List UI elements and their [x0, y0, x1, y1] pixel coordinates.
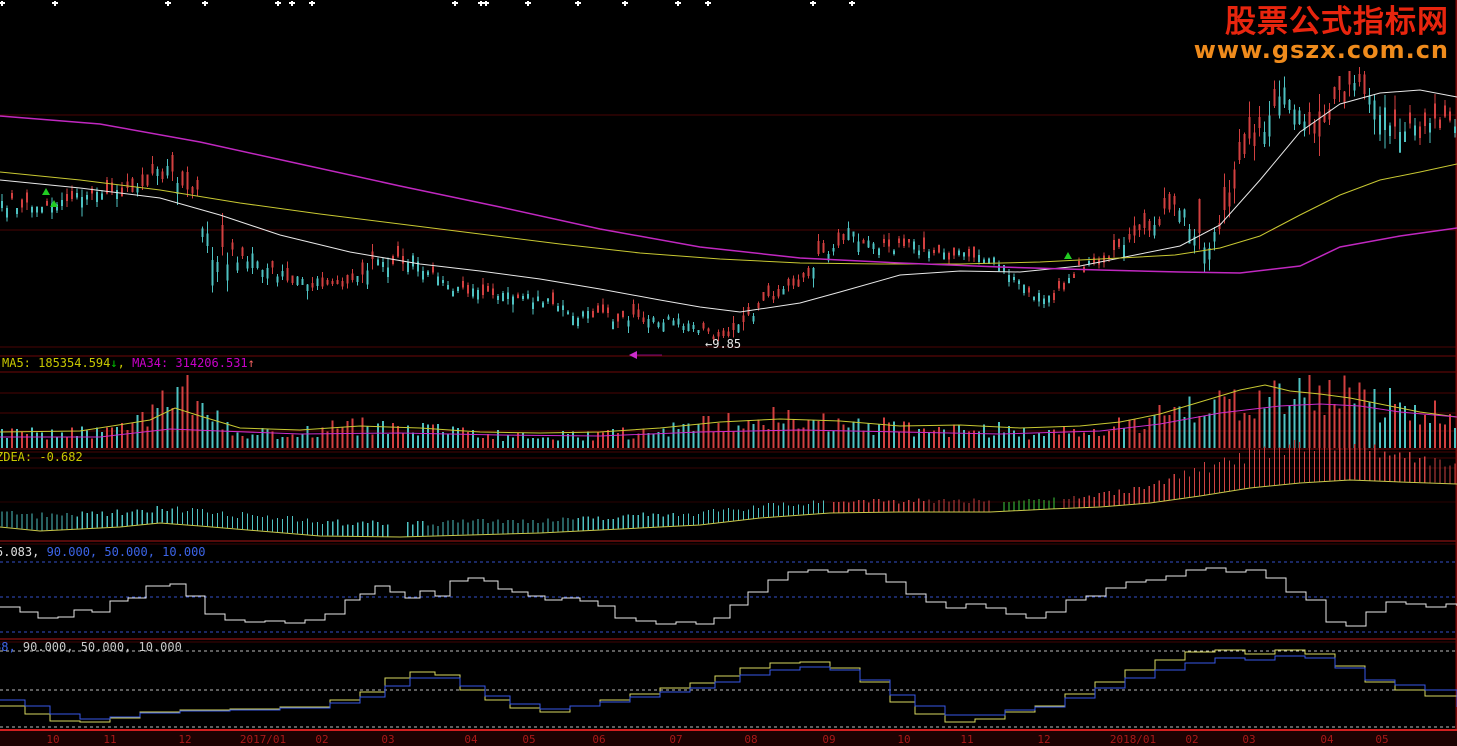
axis-label: 11: [103, 733, 117, 746]
up-arrow-icon: ↑: [247, 356, 255, 370]
down-arrow-icon: ↓: [110, 356, 118, 370]
separator: ,: [117, 356, 133, 370]
zdea-line: [0, 479, 1457, 538]
kdj2-blue-line: [0, 655, 1457, 720]
axis-label: 10: [46, 733, 60, 746]
kdj2-levels: 90.000, 50.000, 10.000: [22, 640, 182, 654]
axis-label: 03: [381, 733, 395, 746]
time-axis-strip[interactable]: 10 11 12 2017/01 02 03 04 05 06 07 08 09 10 11 12 2018/…: [0, 729, 1457, 746]
watermark-site-name: 股票公式指标网: [1225, 4, 1449, 40]
watermark-site-url: www.gszx.com.cn: [1193, 36, 1449, 64]
candlestick-series: [1, 67, 1456, 342]
oscillator-lines: [0, 567, 1457, 723]
vol-ma5-line: [0, 384, 1457, 434]
price-ma-magenta: [0, 115, 1457, 274]
kd-value: 5.083,: [0, 545, 47, 559]
signal-markers: [0, 1, 1072, 359]
axis-label: 05: [522, 733, 536, 746]
axis-label: 2018/01: [1109, 733, 1157, 746]
flag-marker-icon: [629, 351, 637, 359]
vol-ma34-line: [0, 403, 1457, 438]
axis-label: 12: [178, 733, 192, 746]
axis-label: 04: [464, 733, 478, 746]
axis-label: 08: [744, 733, 758, 746]
axis-label: 2017/01: [239, 733, 287, 746]
price-ma-yellow: [0, 163, 1457, 265]
vol-ma5-value: MA5: 185354.594: [2, 356, 111, 370]
axis-label: 04: [1320, 733, 1334, 746]
volume-panel-header: MA5: 185354.594↓, MA34: 314206.531↑: [2, 357, 255, 370]
zdea-value: ZDEA: -0.682: [0, 450, 83, 464]
axis-label: 02: [315, 733, 329, 746]
kd-levels: 90.000, 50.000, 10.000: [46, 545, 206, 559]
buy-signal-icon: [1064, 252, 1072, 259]
axis-label: 02: [1185, 733, 1199, 746]
kdj2-yellow-line: [0, 649, 1457, 723]
axis-label: 03: [1242, 733, 1256, 746]
axis-label: 12: [1037, 733, 1051, 746]
kdj2-panel-header: 88, 90.000, 50.000, 10.000: [0, 641, 182, 654]
price-ma-white: [0, 89, 1457, 313]
volume-series: [1, 375, 1456, 448]
buy-signal-icon: [50, 200, 58, 207]
axis-label: 09: [822, 733, 836, 746]
buy-signal-icon: [42, 188, 50, 195]
axis-label: 05: [1375, 733, 1389, 746]
price-low-annotation: ←9.85: [705, 337, 742, 351]
axis-label: 06: [592, 733, 606, 746]
axis-label: 10: [897, 733, 911, 746]
watermark: 股票公式指标网 www.gszx.com.cn: [1194, 6, 1449, 62]
axis-label: 11: [960, 733, 974, 746]
kd-panel-header: 5.083, 90.000, 50.000, 10.000: [0, 546, 206, 559]
ma-lines: [0, 89, 1457, 438]
zdea-series: [0, 434, 1457, 538]
vol-ma34-value: MA34: 314206.531: [132, 356, 248, 370]
kd-white-line: [0, 567, 1457, 627]
kdj2-value: 88,: [0, 640, 16, 654]
zdea-panel-header: ZDEA: -0.682: [0, 451, 83, 464]
axis-label: 07: [669, 733, 683, 746]
